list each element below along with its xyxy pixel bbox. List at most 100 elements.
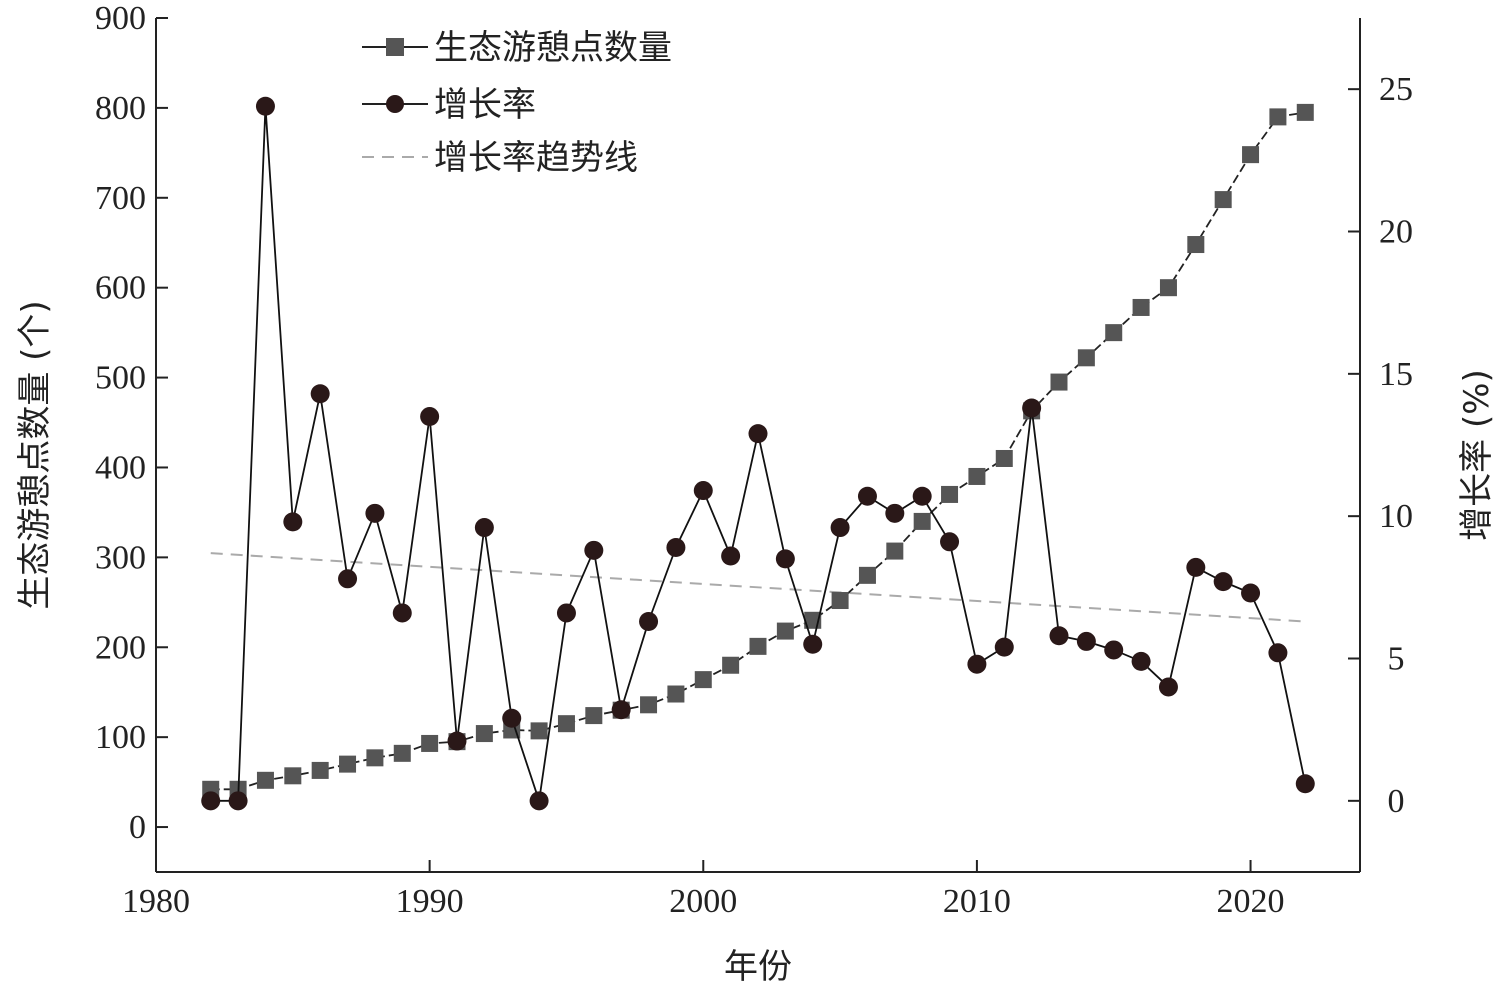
left-tick-label: 800 <box>95 90 146 127</box>
x-tick-label: 1990 <box>396 883 464 920</box>
legend-count-marker <box>386 38 404 56</box>
count-point <box>858 566 876 584</box>
rate-point <box>912 486 932 506</box>
rate-point <box>666 537 686 557</box>
left-tick-label: 900 <box>95 0 146 37</box>
trendline <box>210 552 1306 623</box>
rate-point <box>748 424 768 444</box>
rate-point <box>775 549 795 569</box>
rate-point <box>885 503 905 523</box>
rate-point <box>392 603 412 623</box>
left-axis-ticks: 0 100 200 300 400 500 600 700 800 900 <box>95 0 168 846</box>
rate-point <box>1076 631 1096 651</box>
left-tick-label: 600 <box>95 270 146 307</box>
count-point <box>831 592 849 610</box>
count-point <box>1159 279 1177 297</box>
rate-point <box>1158 677 1178 697</box>
count-series-line <box>210 111 1306 791</box>
count-point <box>557 715 575 733</box>
count-point <box>776 622 794 640</box>
count-point <box>1296 103 1314 121</box>
rate-point <box>1295 774 1315 794</box>
right-axis-ticks: 0 5 10 15 20 25 <box>1348 71 1413 820</box>
plot-frame <box>155 18 1361 873</box>
rate-point <box>1186 557 1206 577</box>
rate-point <box>1241 583 1261 603</box>
rate-point <box>1049 626 1069 646</box>
count-point <box>393 744 411 762</box>
count-point <box>1269 108 1287 126</box>
right-tick-label: 25 <box>1379 71 1413 108</box>
legend-item-trend: 增长率趋势线 <box>362 138 638 178</box>
left-tick-label: 700 <box>95 180 146 217</box>
rate-point <box>584 540 604 560</box>
count-point <box>886 542 904 560</box>
rate-point <box>1104 640 1124 660</box>
right-tick-label: 5 <box>1388 641 1405 678</box>
rate-point <box>803 634 823 654</box>
rate-point <box>283 512 303 532</box>
x-tick-label: 2020 <box>1217 883 1285 920</box>
left-tick-label: 300 <box>95 539 146 576</box>
count-point <box>1077 349 1095 367</box>
x-tick-label: 1980 <box>122 883 190 920</box>
count-point <box>475 725 493 743</box>
count-point <box>913 512 931 530</box>
right-tick-label: 0 <box>1388 783 1405 820</box>
rate-point <box>940 532 960 552</box>
count-point <box>941 485 959 503</box>
rate-point <box>228 791 248 811</box>
count-point <box>585 707 603 725</box>
right-tick-label: 20 <box>1379 214 1413 251</box>
legend-rate-label: 增长率 <box>434 85 536 125</box>
rate-point <box>201 791 221 811</box>
rate-point <box>1213 572 1233 592</box>
trendline-layer <box>210 552 1306 623</box>
rate-point <box>721 546 741 566</box>
x-axis-ticks: 1980 1990 2000 2010 2020 <box>122 860 1285 920</box>
legend-count-label: 生态游憩点数量 <box>434 28 672 68</box>
count-point <box>1105 324 1123 342</box>
count-point <box>311 761 329 779</box>
legend-item-count: 生态游憩点数量 <box>362 28 672 68</box>
legend: 生态游憩点数量 增长率 增长率趋势线 <box>362 28 672 178</box>
rate-series <box>201 96 1315 811</box>
count-point <box>722 656 740 674</box>
count-point <box>694 671 712 689</box>
right-tick-label: 10 <box>1379 498 1413 535</box>
rate-point <box>611 700 631 720</box>
rate-point <box>529 791 549 811</box>
count-point <box>749 637 767 655</box>
rate-point <box>474 518 494 538</box>
x-tick-label: 2000 <box>669 883 737 920</box>
rate-point <box>420 407 440 427</box>
count-point <box>339 755 357 773</box>
rate-point <box>994 637 1014 657</box>
x-axis-title: 年份 <box>724 947 792 985</box>
rate-point <box>693 481 713 501</box>
rate-point <box>255 96 275 116</box>
legend-rate-marker <box>386 95 404 113</box>
rate-point <box>502 708 522 728</box>
rate-point <box>1022 398 1042 418</box>
left-tick-label: 0 <box>129 809 146 846</box>
rate-point <box>447 731 467 751</box>
rate-point <box>1268 643 1288 663</box>
count-point <box>1214 191 1232 209</box>
legend-trend-label: 增长率趋势线 <box>434 138 638 178</box>
count-point <box>366 749 384 767</box>
left-tick-label: 200 <box>95 629 146 666</box>
count-point <box>1187 236 1205 254</box>
rate-point <box>365 503 385 523</box>
count-series <box>202 103 1314 798</box>
count-point <box>667 685 685 703</box>
left-tick-label: 100 <box>95 719 146 756</box>
rate-point <box>639 611 659 631</box>
rate-series-line <box>210 106 1307 802</box>
rate-point <box>1131 651 1151 671</box>
count-point <box>284 767 302 785</box>
legend-item-rate: 增长率 <box>362 85 536 125</box>
count-point <box>256 771 274 789</box>
rate-point <box>338 569 358 589</box>
